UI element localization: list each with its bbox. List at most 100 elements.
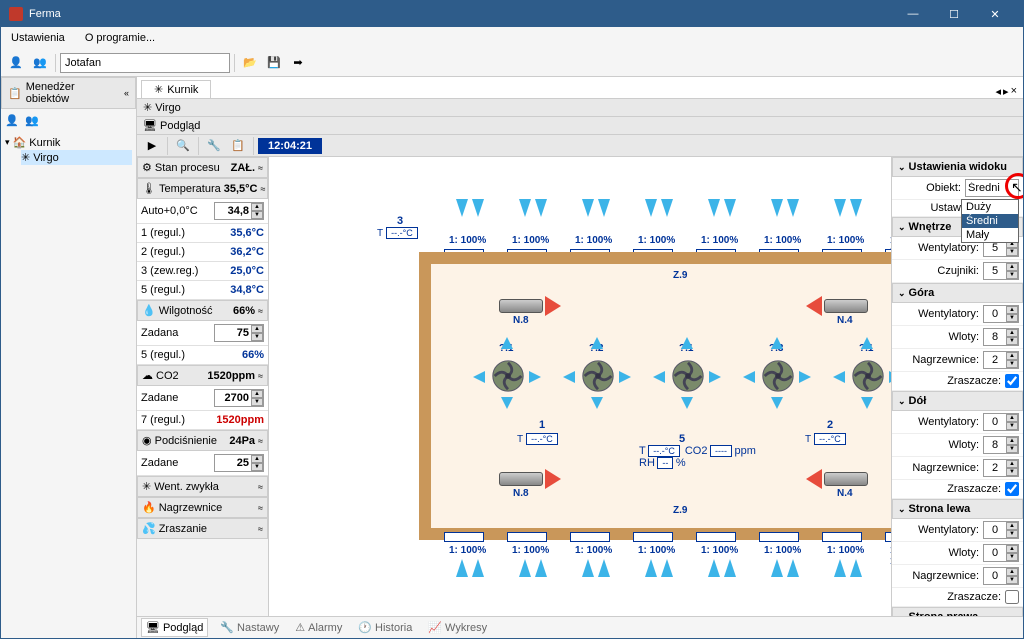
app-window: Ferma — ☐ ✕ Ustawienia O programie... 👤 … [0,0,1024,639]
center-fan-1 [579,357,617,395]
heater-n8-bot [499,472,543,486]
toolbar: 👤 👥 📂 💾 ➡ [1,49,1023,77]
view-settings-panel: ⌄Ustawienia widoku Obiekt: ↖ Duży Średni… [891,157,1023,616]
lewa-zrasz-check[interactable] [1005,590,1019,604]
bottom-tab-wykresy[interactable]: 📈Wykresy [424,619,491,636]
fan-icon: ✳ [143,102,152,114]
object-manager-title: Menedżer obiektów [26,81,120,105]
fan-icon: ✳ [21,151,30,164]
menu-about[interactable]: O programie... [79,30,161,46]
heater-n8-top-arrow [545,296,561,316]
r5-row: 5 (regul.)34,8°C [137,281,268,300]
app-title: Ferma [29,8,893,20]
heater-n8-top [499,299,543,313]
tb-user-icon[interactable]: 👤 [5,52,27,74]
option-duzy[interactable]: Duży [962,200,1018,214]
object-name: Virgo [155,102,180,114]
content-area: ⚙Stan procesuZAŁ.≈ 🌡Temperatura35,5°C≈ A… [137,157,1023,616]
main-area: 📋 Menedżer obiektów « 👤 👥 ▾ 🏠 Kurnik ✳ V… [1,77,1023,638]
dt-btn1[interactable]: ▶ [141,135,163,157]
folder-icon: 📋 [8,87,22,100]
bottom-tab-nastawy[interactable]: 🔧Nastawy [216,619,283,636]
tb-open-icon[interactable]: 📂 [239,52,261,74]
z9-top-label: Z.9 [673,270,687,281]
pod-header[interactable]: ◉Podciśnienie24Pa≈ [137,430,268,451]
bottom-tab-podglad[interactable]: 🖥Podgląd [141,618,208,637]
object-manager-header: 📋 Menedżer obiektów « [1,77,136,109]
tree-root-label: Kurnik [29,137,60,149]
zrasz-header[interactable]: 💦Zraszanie≈ [137,518,268,539]
cursor-icon: ↖ [1011,179,1023,196]
sensor-3-label: 3 [397,215,403,227]
temp-header[interactable]: 🌡Temperatura35,5°C≈ [137,178,268,199]
tab-label: Kurnik [167,84,198,96]
monitor-icon: 🖥 [143,120,157,132]
r1-row: 1 (regul.)35,6°C [137,224,268,243]
dt-btn2[interactable]: 🔍 [172,135,194,157]
profile-input[interactable] [60,53,230,73]
gora-zrasz-check[interactable] [1005,374,1019,388]
bottom-tab-historia[interactable]: 🕐Historia [354,619,416,636]
tree-child-label: Virgo [33,152,58,164]
heater-n8-bot-arrow [545,469,561,489]
option-sredni[interactable]: Średni [962,214,1018,228]
diagram-toolbar: ▶ 🔍 🔧 📋 12:04:21 [137,135,1023,157]
menubar: Ustawienia O programie... [1,27,1023,49]
tb-export-icon[interactable]: ➡ [287,52,309,74]
tb-refresh-icon[interactable]: 👥 [29,52,51,74]
tab-close-icon[interactable]: × [1011,85,1017,98]
status-panel: ⚙Stan procesuZAŁ.≈ 🌡Temperatura35,5°C≈ A… [137,157,269,616]
object-header: ✳ Virgo [137,99,1023,117]
tree-root[interactable]: ▾ 🏠 Kurnik [5,135,132,150]
bottom-tabs: 🖥Podgląd 🔧Nastawy ⚠Alarmy 🕐Historia 📈Wyk… [137,616,1023,638]
tab-icon: ✳ [154,83,163,96]
center-fan-2 [669,357,707,395]
nagrz-header[interactable]: 🔥Nagrzewnice≈ [137,497,268,518]
center-fan-0 [489,357,527,395]
center-fan-3 [759,357,797,395]
workspace: ✳ Kurnik ◂ ▸ × ✳ Virgo 🖥 Podgląd ▶ [137,77,1023,638]
view-settings-header: ⌄Ustawienia widoku [892,157,1023,177]
n4-top-label: N.4 [837,315,853,326]
dt-btn3[interactable]: 🔧 [203,135,225,157]
close-button[interactable]: ✕ [975,4,1015,24]
view-name: Podgląd [160,120,200,132]
auto-row: Auto+0,0°C▲▼ [137,199,268,224]
heater-n4-top [824,299,868,313]
option-maly[interactable]: Mały [962,228,1018,242]
diagram-canvas: 3 T --.-°C 1: 100%1: 100%1: 100%1: 100%1… [269,157,891,616]
tree-expand-icon[interactable]: ▾ [5,137,10,148]
minimize-button[interactable]: — [893,4,933,24]
object-manager-panel: 📋 Menedżer obiektów « 👤 👥 ▾ 🏠 Kurnik ✳ V… [1,77,137,638]
center-fan-4 [849,357,887,395]
tab-prev-icon[interactable]: ◂ [996,85,1002,98]
went-header[interactable]: ✳Went. zwykła≈ [137,476,268,497]
app-icon [9,7,23,21]
tab-next-icon[interactable]: ▸ [1003,85,1009,98]
dt-btn4[interactable]: 📋 [227,135,249,157]
time-display: 12:04:21 [258,138,322,154]
tab-kurnik[interactable]: ✳ Kurnik [141,80,211,98]
dol-zrasz-check[interactable] [1005,482,1019,496]
r3-row: 3 (zew.reg.)25,0°C [137,262,268,281]
tree-child-virgo[interactable]: ✳ Virgo [21,150,132,165]
menu-settings[interactable]: Ustawienia [5,30,71,46]
panel-collapse-icon[interactable]: « [124,88,129,98]
object-tree: ▾ 🏠 Kurnik ✳ Virgo [1,131,136,638]
tb-save-icon[interactable]: 💾 [263,52,285,74]
bottom-tab-alarmy[interactable]: ⚠Alarmy [291,619,346,636]
titlebar: Ferma — ☐ ✕ [1,1,1023,27]
tree-btn2[interactable]: 👥 [23,111,41,129]
view-header: 🖥 Podgląd [137,117,1023,135]
house-icon: 🏠 [13,136,27,149]
proces-header[interactable]: ⚙Stan procesuZAŁ.≈ [137,157,268,178]
tree-btn1[interactable]: 👤 [3,111,21,129]
n8-top-label: N.8 [513,315,529,326]
obiekt-dropdown-list[interactable]: Duży Średni Mały [961,199,1019,243]
wilg-header[interactable]: 💧Wilgotność66%≈ [137,300,268,321]
maximize-button[interactable]: ☐ [934,4,974,24]
co2-header[interactable]: ☁CO21520ppm≈ [137,365,268,386]
heater-n4-bot-arrow [806,469,822,489]
tabstrip: ✳ Kurnik ◂ ▸ × [137,77,1023,99]
sensor-3-box: T --.-°C [377,227,418,239]
